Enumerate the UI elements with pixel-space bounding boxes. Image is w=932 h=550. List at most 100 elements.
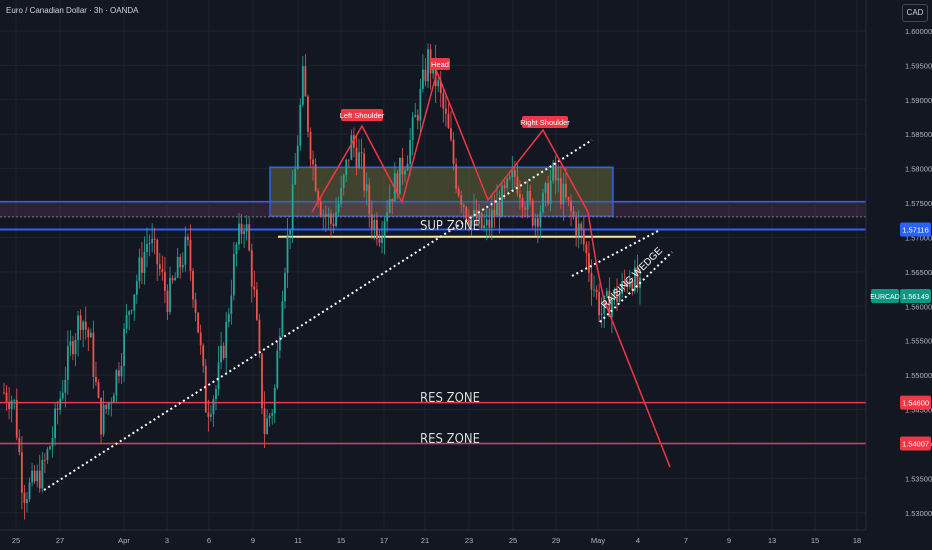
candle-body — [593, 289, 595, 291]
candle-body — [353, 135, 355, 148]
candle-body — [580, 223, 583, 230]
x-tick-label: 4 — [636, 536, 640, 545]
candle-body — [404, 170, 406, 175]
time-axis[interactable] — [0, 530, 932, 550]
candle-body — [549, 180, 552, 204]
candle-body — [250, 250, 253, 287]
price-tag-bg — [900, 436, 931, 451]
candle-body — [54, 408, 56, 439]
candle-body — [41, 459, 44, 489]
candle-body — [595, 289, 598, 292]
candle-body — [611, 299, 613, 317]
candle-body — [317, 190, 320, 202]
price-axis[interactable] — [866, 0, 932, 550]
candle-body — [240, 223, 243, 234]
candle-body — [536, 218, 539, 227]
candle-body — [141, 257, 143, 273]
candle-body — [358, 152, 360, 169]
candle-body — [271, 413, 274, 416]
candle-body — [335, 212, 337, 226]
x-tick-label: 6 — [207, 536, 211, 545]
price-tag-bg — [900, 289, 931, 304]
candle-body — [411, 117, 414, 141]
candle-body — [207, 412, 210, 417]
candle-body — [485, 219, 488, 226]
candle-body — [434, 59, 437, 87]
candle-body — [442, 93, 445, 109]
candle-body — [552, 162, 555, 181]
x-tick-label: 13 — [768, 536, 776, 545]
candle-body — [557, 178, 560, 181]
candle-body — [470, 216, 473, 226]
candle-body — [616, 289, 618, 302]
candle-body — [588, 253, 590, 273]
candle-body — [222, 345, 225, 358]
candle-body — [388, 198, 391, 213]
candle-body — [450, 128, 452, 140]
candle-body — [266, 418, 268, 434]
candle-body — [146, 244, 148, 253]
wedge-upper-line — [571, 229, 661, 277]
y-tick-label: 1.56000 — [905, 302, 932, 311]
candle-body — [289, 230, 291, 235]
candle-body — [590, 272, 593, 290]
candle-body — [304, 66, 307, 97]
candle-body — [79, 315, 82, 330]
x-tick-label: 25 — [12, 536, 20, 545]
candle-body — [521, 198, 524, 208]
candle-body — [110, 402, 113, 404]
candle-body — [511, 170, 514, 177]
candle-body — [421, 69, 424, 89]
candle-body — [309, 131, 312, 160]
symbol-tag-bg — [871, 289, 899, 304]
candle-body — [600, 313, 603, 316]
candle-body — [84, 321, 87, 330]
candle-body — [460, 195, 463, 205]
candle-body — [319, 201, 322, 216]
candle-body — [74, 339, 77, 355]
x-tick-label: 11 — [294, 536, 302, 545]
candle-body — [455, 164, 457, 189]
candle-body — [133, 294, 136, 311]
candle-body — [626, 282, 629, 287]
candle-body — [238, 223, 240, 245]
candle-body — [391, 198, 394, 202]
x-tick-label: 9 — [251, 536, 255, 545]
x-tick-label: 29 — [552, 536, 560, 545]
candle-body — [171, 277, 174, 281]
candle-body — [542, 192, 544, 213]
x-tick-label: 9 — [727, 536, 731, 545]
candle-body — [312, 159, 314, 165]
candle-body — [424, 69, 427, 82]
candle-body — [72, 341, 74, 355]
candle-body — [194, 299, 197, 313]
candle-body — [544, 183, 547, 193]
candle-body — [365, 184, 368, 191]
candle-body — [565, 183, 567, 198]
currency-button[interactable]: CAD — [902, 4, 928, 22]
candle-body — [490, 209, 493, 228]
candle-body — [524, 207, 526, 210]
candle-body — [189, 239, 192, 271]
candle-body — [376, 219, 378, 240]
candle-body — [64, 379, 67, 393]
candle-body — [307, 96, 309, 132]
candle-body — [95, 376, 97, 383]
candle-body — [202, 345, 205, 366]
candle-body — [534, 218, 537, 226]
candle-body — [488, 219, 491, 228]
x-tick-label: 18 — [853, 536, 861, 545]
candle-body — [220, 345, 223, 363]
candle-body — [493, 209, 496, 216]
candle-body — [419, 88, 422, 121]
candle-body — [355, 147, 358, 169]
right-shoulder-label-bg — [522, 116, 568, 128]
candle-body — [3, 392, 5, 394]
candle-body — [605, 290, 608, 296]
rising-trendline — [43, 139, 593, 491]
candle-body — [416, 114, 419, 121]
candle-body — [31, 470, 33, 483]
candle-body — [215, 389, 217, 400]
